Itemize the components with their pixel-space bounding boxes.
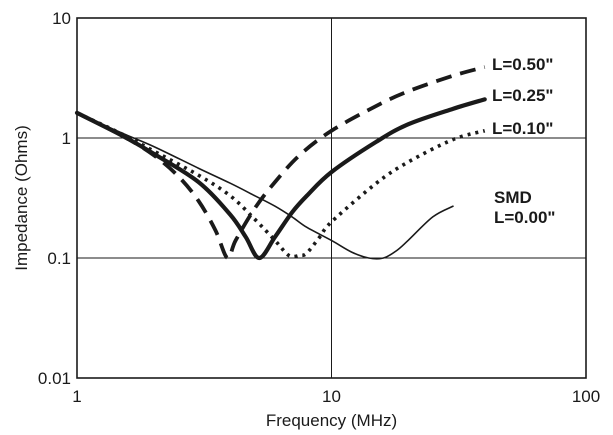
series-line-1 [74, 97, 487, 261]
plot-frame [76, 17, 587, 379]
series-line-2 [76, 111, 486, 259]
series-label-3: SMD [494, 188, 532, 207]
x-tick-label: 1 [72, 387, 81, 406]
series-label-1: L=0.25" [492, 86, 553, 105]
y-tick-label: 0.1 [47, 249, 71, 268]
series-label-3: L=0.00" [494, 208, 555, 227]
x-tick-label: 100 [572, 387, 600, 406]
x-axis-label: Frequency (MHz) [266, 411, 397, 430]
series-line-0 [76, 65, 486, 260]
y-axis-label: Impedance (Ohms) [12, 125, 31, 271]
tick-labels: 1 10 100 0.01 0.1 1 10 [38, 9, 600, 406]
series-label-0: L=0.50" [492, 55, 553, 74]
grid-lines [77, 18, 586, 378]
series-lines [74, 65, 487, 261]
y-tick-label: 0.01 [38, 369, 71, 388]
series-label-2: L=0.10" [492, 119, 553, 138]
y-tick-label: 1 [62, 129, 71, 148]
series-line-3 [76, 112, 454, 260]
x-tick-label: 10 [322, 387, 341, 406]
y-tick-label: 10 [52, 9, 71, 28]
